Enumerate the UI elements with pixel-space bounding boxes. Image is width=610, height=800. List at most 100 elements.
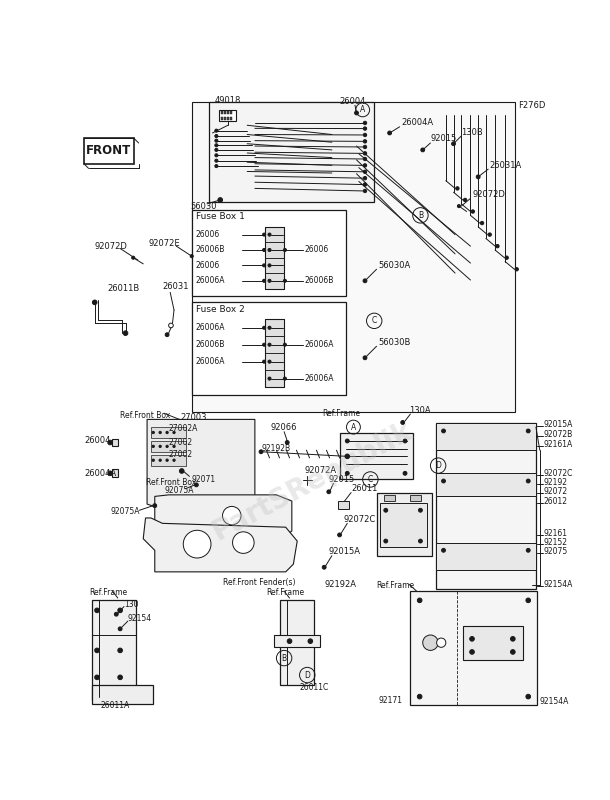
Text: FRONT: FRONT [86,144,131,157]
Text: 27002: 27002 [168,438,193,447]
Bar [265,242,284,258]
Circle shape [268,326,271,330]
Circle shape [262,343,266,346]
Text: Ref.Frame: Ref.Frame [323,409,361,418]
Circle shape [418,539,422,543]
Text: C: C [368,475,373,484]
Circle shape [437,638,446,647]
Text: B: B [282,654,287,662]
Circle shape [218,198,223,202]
Bar [221,117,223,120]
Circle shape [322,566,326,569]
Circle shape [173,459,175,462]
Bar [265,319,284,336]
Text: 26006B: 26006B [196,246,225,254]
Circle shape [152,459,154,462]
Circle shape [215,139,218,142]
Text: 26004: 26004 [340,97,366,106]
Circle shape [364,152,367,155]
Text: 92075: 92075 [544,547,568,556]
Circle shape [268,279,271,282]
Circle shape [308,639,313,643]
Text: 26006A: 26006A [196,323,225,332]
Text: F276D: F276D [518,101,545,110]
Text: 56030A: 56030A [378,261,411,270]
Circle shape [159,459,161,462]
Text: 130: 130 [124,600,138,609]
Circle shape [287,639,292,643]
Circle shape [152,445,154,447]
Text: 92152: 92152 [544,538,568,547]
Circle shape [262,326,266,330]
Circle shape [526,598,531,602]
Bar [151,455,185,466]
Text: 26004: 26004 [84,437,110,446]
Circle shape [364,146,367,149]
Circle shape [284,377,287,380]
Circle shape [384,539,388,543]
Circle shape [95,675,99,680]
Circle shape [364,190,367,193]
Text: 92072D: 92072D [472,190,505,199]
Circle shape [215,154,218,157]
Circle shape [215,148,218,151]
Circle shape [363,356,367,360]
Circle shape [470,637,475,641]
Polygon shape [155,495,292,537]
Text: 26006B: 26006B [196,340,225,350]
Circle shape [262,279,266,282]
Circle shape [284,279,287,282]
Circle shape [268,264,271,267]
Circle shape [470,650,475,654]
Circle shape [480,222,484,225]
Text: 130A: 130A [409,406,431,414]
Text: 26006: 26006 [305,246,329,254]
Text: 92192A: 92192A [324,581,356,590]
Text: 92015A: 92015A [544,420,573,430]
Text: 92072: 92072 [544,487,568,496]
Circle shape [364,134,367,137]
Circle shape [285,441,289,445]
Circle shape [345,454,350,458]
Text: 92015A: 92015A [328,547,360,556]
Text: 92071: 92071 [192,475,216,484]
Polygon shape [147,419,255,508]
Circle shape [183,530,211,558]
Circle shape [118,627,122,630]
Circle shape [363,279,367,282]
Bar [338,501,349,509]
Circle shape [152,431,154,434]
Circle shape [364,183,367,186]
Circle shape [354,111,359,115]
Bar [92,685,153,704]
Circle shape [451,142,456,146]
Circle shape [108,471,112,476]
Circle shape [118,608,123,613]
Circle shape [511,650,515,654]
Circle shape [364,158,367,161]
Circle shape [496,245,499,248]
Circle shape [123,331,128,335]
Text: 92072D: 92072D [95,242,127,250]
Circle shape [401,421,404,425]
Circle shape [108,440,112,445]
Bar [192,102,515,412]
Circle shape [215,129,218,132]
Text: 26031A: 26031A [490,161,522,170]
Text: 130B: 130B [461,128,483,137]
Circle shape [403,471,407,475]
Bar [84,138,134,164]
Circle shape [284,343,287,346]
Text: PartSRepublik: PartSRepublik [208,416,417,546]
Circle shape [215,144,218,147]
Bar [230,117,232,120]
Circle shape [327,490,331,494]
Text: 26011: 26011 [351,484,378,493]
Bar [221,111,223,114]
Circle shape [526,479,530,483]
Circle shape [215,165,218,168]
Circle shape [403,439,407,443]
Circle shape [268,343,271,346]
Text: 92192: 92192 [544,478,568,487]
Bar [224,117,226,120]
